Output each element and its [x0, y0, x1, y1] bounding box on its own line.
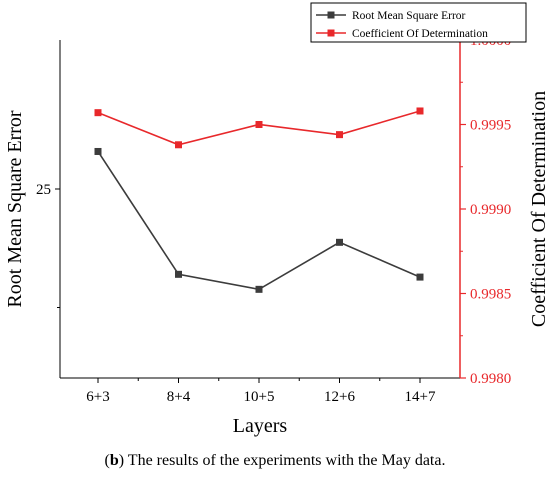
caption-text: The results of the experiments with the … [124, 452, 446, 469]
y-axis-right-title: Coefficient Of Determination [528, 91, 550, 327]
data-point [94, 147, 102, 155]
data-point [336, 238, 343, 246]
y-right-tick-label: 0.9985 [470, 287, 511, 303]
y-left-tick-label: 25 [36, 182, 51, 198]
y-axis-left-title: Root Mean Square Error [4, 110, 26, 308]
legend-box [310, 2, 527, 43]
data-point [416, 273, 424, 281]
series-layer [94, 107, 424, 293]
x-axis-title: Layers [233, 415, 288, 437]
axes-layer: 250.99800.99850.99900.99951.00006+38+410… [4, 33, 550, 437]
data-point [94, 109, 102, 117]
data-point [336, 131, 343, 139]
x-tick-label: 10+5 [244, 389, 275, 405]
series-line [97, 151, 421, 291]
data-point [255, 121, 263, 128]
legend-swatch-marker [327, 29, 335, 37]
x-tick-label: 12+6 [324, 389, 355, 405]
data-point [416, 107, 424, 115]
legend-label: Root Mean Square Error [352, 10, 466, 22]
legend-label: Coefficient Of Determination [352, 28, 488, 40]
data-point [175, 270, 182, 278]
y-right-tick-label: 0.9995 [470, 118, 511, 134]
figure-caption: (b) The results of the experiments with … [104, 452, 446, 469]
caption-label: b [109, 452, 119, 469]
x-tick-label: 8+4 [167, 389, 191, 405]
y-right-tick-label: 0.9990 [470, 202, 511, 218]
y-right-tick-label: 0.9980 [470, 371, 511, 387]
legend: Root Mean Square Error Coefficient Of Det… [310, 2, 527, 43]
x-tick-label: 14+7 [405, 389, 436, 405]
legend-swatch-marker [327, 11, 335, 19]
x-tick-label: 6+3 [86, 389, 109, 405]
data-point [175, 141, 182, 149]
data-point [255, 285, 263, 293]
